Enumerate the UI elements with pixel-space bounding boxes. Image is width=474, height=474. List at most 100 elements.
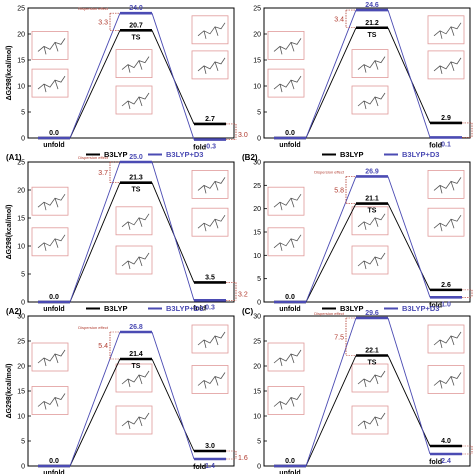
chart-panel-2: 0 5 10 15 20 25 0.0 21.2 2.9 24.6 0.1 unfold TS fold 3…: [253, 2, 473, 149]
dispersion-value-fold: 1.6: [238, 455, 248, 462]
y-tick-label: 0: [21, 300, 25, 307]
y-tick-label: 5: [21, 110, 25, 117]
state-label-unfold: unfold: [43, 470, 64, 474]
energy-value-label: 2.6: [441, 282, 451, 289]
plot-frame: [263, 7, 471, 139]
molecule-structure-image: [351, 245, 389, 275]
connector-line: [387, 203, 431, 291]
structure-frame: [351, 85, 389, 115]
dispersion-effect-label: Dispersion effect: [314, 311, 345, 316]
energy-value-label: -0.3: [204, 144, 216, 151]
dispersion-value-fold: 3.0: [238, 132, 248, 139]
structure-sketch: [357, 370, 386, 388]
legend-label-b3lyp: B3LYP: [104, 304, 128, 313]
structure-frame: [267, 386, 305, 415]
structure-sketch: [433, 331, 462, 349]
energy-value-label: 20.7: [129, 22, 143, 29]
structure-frame: [191, 15, 229, 45]
energy-value-label: 21.1: [365, 196, 379, 203]
structure-sketch: [433, 22, 462, 39]
energy-value-label: 0.3: [205, 304, 215, 311]
energy-value-label: 25.0: [129, 154, 143, 161]
structure-sketch: [197, 214, 226, 232]
molecule-structure-image: [427, 365, 465, 394]
y-axis-label: ΔG298(kcal/mol): [6, 364, 13, 419]
y-tick-label: 30: [17, 314, 25, 321]
structure-sketch: [197, 331, 226, 349]
y-tick-label: 0: [257, 300, 261, 307]
structure-sketch: [37, 349, 66, 367]
structure-frame: [267, 30, 305, 60]
structure-frame: [191, 50, 229, 80]
y-tick-label: 25: [17, 6, 25, 13]
dispersion-value-ts: 3.7: [98, 170, 108, 177]
structure-sketch: [37, 234, 66, 251]
molecule-structure-image: [191, 169, 229, 199]
dispersion-value-ts: 5.4: [98, 343, 108, 350]
energy-value-label: 2.7: [205, 116, 215, 123]
connector-line: [305, 176, 357, 303]
molecule-structure-image: [115, 245, 153, 275]
state-label-fold: fold: [193, 305, 206, 312]
structure-sketch: [357, 56, 386, 73]
series-b3lyp-d3: 25.0 0.3: [38, 154, 226, 311]
molecule-structure-image: [191, 324, 229, 354]
structure-frame: [31, 68, 69, 98]
y-tick-label: 20: [17, 188, 25, 195]
y-axis-label: ΔG298(kcal/mol): [6, 205, 13, 260]
state-label-unfold: unfold: [279, 142, 300, 149]
structure-sketch: [121, 92, 150, 110]
molecule-structure-image: [31, 68, 69, 98]
legend-label-b3lyp: B3LYP: [104, 150, 128, 159]
connector-line: [387, 317, 431, 455]
energy-value-label: 0.0: [49, 294, 59, 301]
y-tick-label: 25: [17, 339, 25, 346]
structure-sketch: [121, 213, 150, 230]
y-axis-label: ΔG298(kcal/mol): [6, 46, 13, 101]
panel-label: (C): [242, 307, 253, 316]
structure-sketch: [37, 193, 66, 211]
y-tick-label: 25: [253, 339, 261, 346]
connector-line: [69, 331, 121, 467]
energy-value-label: 22.1: [365, 348, 379, 355]
connector-line: [151, 358, 195, 452]
y-tick-label: 5: [257, 439, 261, 446]
panel-label: (A1): [6, 153, 22, 162]
legend-label-b3lyp: B3LYP: [340, 304, 364, 313]
series-b3lyp-d3: 26.8 1.4: [38, 324, 226, 470]
energy-value-label: 3.0: [205, 443, 215, 450]
y-tick-label: 15: [253, 389, 261, 396]
structure-sketch: [433, 177, 462, 194]
connector-line: [69, 13, 121, 139]
molecule-structure-image: [267, 386, 305, 415]
energy-value-label: 21.4: [129, 351, 143, 358]
legend-label-d3: B3LYP+D3: [166, 304, 203, 313]
connector-line: [151, 161, 195, 301]
y-tick-label: 20: [253, 364, 261, 371]
structure-frame: [31, 386, 69, 415]
y-tick-label: 25: [253, 6, 261, 13]
dispersion-effect-label: Dispersion effect: [78, 6, 109, 11]
state-label-ts: TS: [368, 32, 377, 39]
energy-value-label: 0.0: [285, 458, 295, 465]
dispersion-value-ts: 5.8: [334, 188, 344, 195]
structure-frame: [115, 245, 153, 275]
state-label-ts: TS: [132, 363, 141, 370]
structure-sketch: [121, 252, 150, 270]
structure-frame: [427, 365, 465, 394]
structure-frame: [115, 405, 153, 435]
molecule-structure-image: [351, 363, 389, 393]
molecule-structure-image: [115, 206, 153, 236]
molecule-structure-image: [267, 342, 305, 372]
structure-frame: [115, 206, 153, 236]
y-tick-label: 0: [21, 464, 25, 471]
legend-label-b3lyp: B3LYP: [340, 150, 364, 159]
series-b3lyp: 0.0 22.1 4.0: [274, 348, 462, 468]
panel-label: (B2): [242, 153, 258, 162]
structure-sketch: [37, 38, 66, 55]
legend-label-d3: B3LYP+D3: [166, 150, 203, 159]
structure-frame: [31, 30, 69, 60]
chart-panel-3: 0 5 10 15 20 25 ΔG298(kcal/mol) (A1) B3LYP B3LYP+…: [6, 150, 248, 313]
structure-sketch: [121, 370, 150, 388]
